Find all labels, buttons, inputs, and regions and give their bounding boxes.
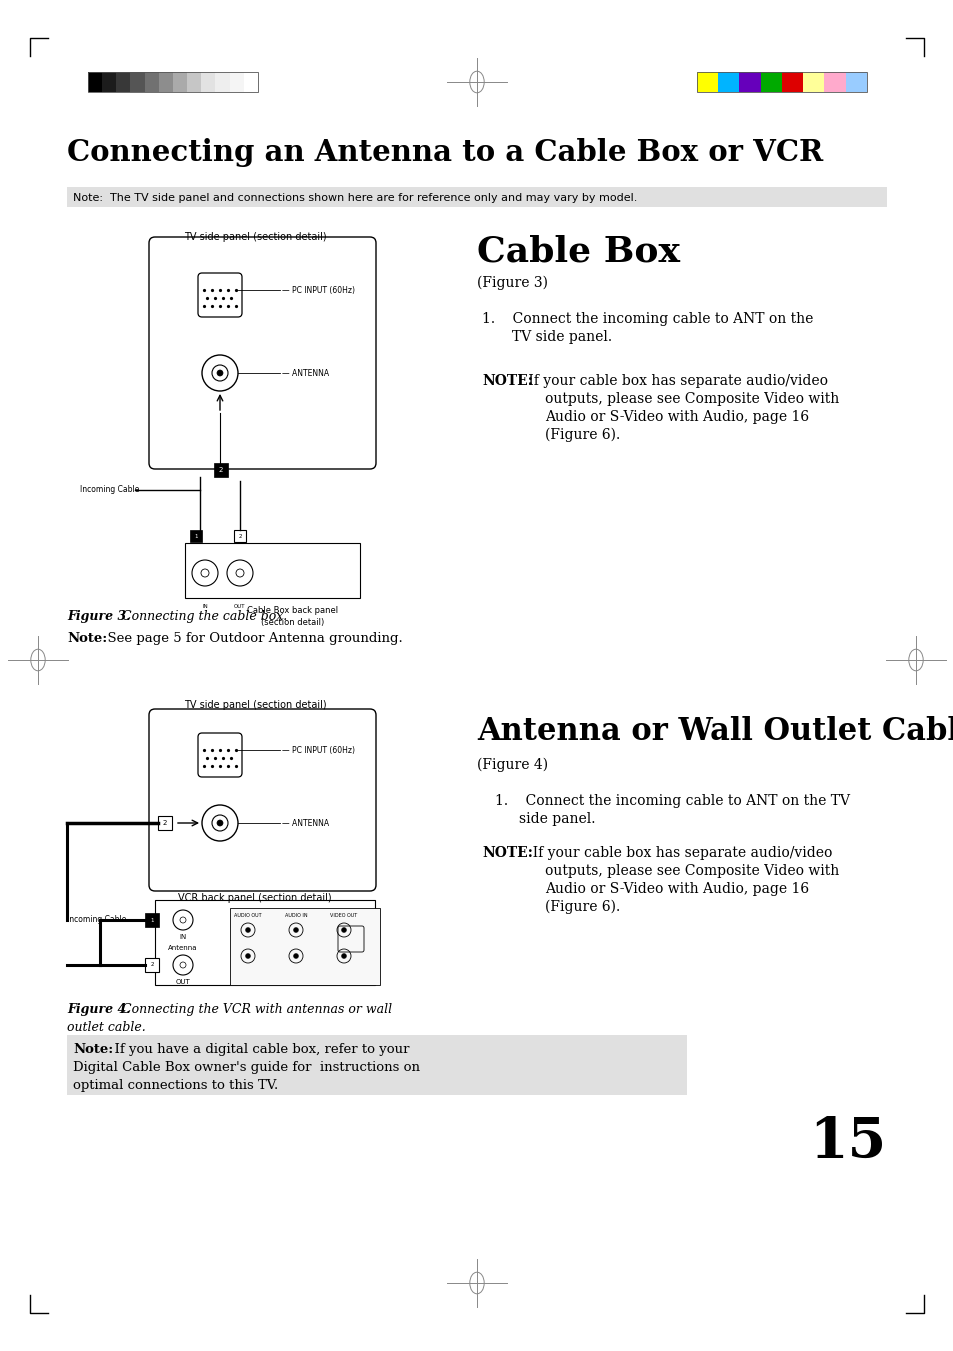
Text: Incoming Cable: Incoming Cable [80,485,139,494]
Text: Cable Box: Cable Box [476,234,679,267]
Text: If your cable box has separate audio/video: If your cable box has separate audio/vid… [523,846,832,861]
Text: (section detail): (section detail) [260,617,324,627]
Bar [145,958,159,971]
Text: Note:: Note: [73,1043,113,1056]
Bar [190,530,202,542]
Text: Digital Cable Box owner's guide for  instructions on: Digital Cable Box owner's guide for inst… [73,1061,419,1074]
Bar [760,72,781,92]
Text: Antenna or Wall Outlet Cable: Antenna or Wall Outlet Cable [476,716,953,747]
Text: 15: 15 [808,1115,885,1170]
Text: NOTE:: NOTE: [481,846,533,861]
Text: OUT: OUT [234,604,246,609]
Text: 2: 2 [150,962,153,967]
Circle shape [245,928,251,932]
Text: TV side panel.: TV side panel. [512,330,612,345]
Text: AUDIO IN: AUDIO IN [284,913,307,917]
Bar [158,72,172,92]
Text: 2: 2 [218,467,223,473]
Bar [145,72,158,92]
Text: side panel.: side panel. [518,812,595,825]
Bar [244,72,257,92]
Text: outputs, please see Composite Video with: outputs, please see Composite Video with [544,392,839,407]
Bar [145,913,159,927]
Text: (Figure 4): (Figure 4) [476,758,548,773]
Text: VIDEO OUT: VIDEO OUT [330,913,357,917]
Bar [802,72,823,92]
Text: — ANTENNA: — ANTENNA [282,369,329,377]
Bar [187,72,201,92]
Bar [823,72,845,92]
Text: See page 5 for Outdoor Antenna grounding.: See page 5 for Outdoor Antenna grounding… [99,632,402,644]
Text: Figure 4.: Figure 4. [67,1002,131,1016]
Text: — ANTENNA: — ANTENNA [282,819,329,828]
Bar [230,72,244,92]
Text: TV side panel (section detail): TV side panel (section detail) [184,700,326,711]
Text: Connecting the cable box.: Connecting the cable box. [113,611,287,623]
Bar [215,72,230,92]
Circle shape [294,928,298,932]
Text: 2: 2 [238,534,241,539]
Text: — PC INPUT (60Hz): — PC INPUT (60Hz) [282,285,355,295]
Circle shape [216,370,223,376]
Text: IN: IN [202,604,208,609]
Bar [845,72,866,92]
Text: Note:  The TV side panel and connections shown here are for reference only and m: Note: The TV side panel and connections … [73,193,637,203]
Bar [718,72,739,92]
Bar [116,72,131,92]
Text: If you have a digital cable box, refer to your: If you have a digital cable box, refer t… [106,1043,409,1056]
Text: (Figure 6).: (Figure 6). [544,900,619,915]
Text: Audio or S-Video with Audio, page 16: Audio or S-Video with Audio, page 16 [544,882,808,896]
Bar [131,72,145,92]
Text: Note:: Note: [67,632,107,644]
Circle shape [245,954,251,958]
Bar [88,72,257,92]
Text: (Figure 6).: (Figure 6). [544,428,619,442]
Bar [102,72,116,92]
Text: Cable Box back panel: Cable Box back panel [247,607,337,615]
Text: AUDIO OUT: AUDIO OUT [233,913,261,917]
Text: Antenna: Antenna [168,944,197,951]
Bar [154,900,375,985]
Bar [158,816,172,830]
Bar [697,72,866,92]
Text: outputs, please see Composite Video with: outputs, please see Composite Video with [544,865,839,878]
Bar [213,463,228,477]
Bar [201,72,215,92]
Bar [172,72,187,92]
Text: If your cable box has separate audio/video: If your cable box has separate audio/vid… [523,374,827,388]
Text: IN: IN [179,934,187,940]
Text: 1: 1 [150,917,153,923]
Text: Connecting the VCR with antennas or wall: Connecting the VCR with antennas or wall [113,1002,392,1016]
Bar [88,72,102,92]
Text: Incoming Cable: Incoming Cable [67,916,126,924]
Bar [233,530,246,542]
Circle shape [341,928,346,932]
Text: OUT: OUT [175,979,191,985]
Bar [67,186,886,207]
Text: 1: 1 [194,534,197,539]
Text: (Figure 3): (Figure 3) [476,276,547,290]
Text: — PC INPUT (60Hz): — PC INPUT (60Hz) [282,746,355,754]
Bar [230,908,379,985]
Text: 1.    Connect the incoming cable to ANT on the TV: 1. Connect the incoming cable to ANT on … [495,794,849,808]
Circle shape [216,820,223,825]
Text: outlet cable.: outlet cable. [67,1021,146,1034]
Circle shape [341,954,346,958]
Circle shape [294,954,298,958]
Text: 1.    Connect the incoming cable to ANT on the: 1. Connect the incoming cable to ANT on … [481,312,813,326]
Text: NOTE:: NOTE: [481,374,533,388]
Bar [67,1035,686,1096]
Text: VCR back panel (section detail): VCR back panel (section detail) [178,893,332,902]
Bar [185,543,359,598]
Text: Audio or S-Video with Audio, page 16: Audio or S-Video with Audio, page 16 [544,409,808,424]
Text: Figure 3.: Figure 3. [67,611,131,623]
Bar [781,72,802,92]
Text: 2: 2 [163,820,167,825]
Bar [739,72,760,92]
Text: TV side panel (section detail): TV side panel (section detail) [184,232,326,242]
Text: Connecting an Antenna to a Cable Box or VCR: Connecting an Antenna to a Cable Box or … [67,138,822,168]
Text: optimal connections to this TV.: optimal connections to this TV. [73,1079,278,1092]
Bar [697,72,718,92]
